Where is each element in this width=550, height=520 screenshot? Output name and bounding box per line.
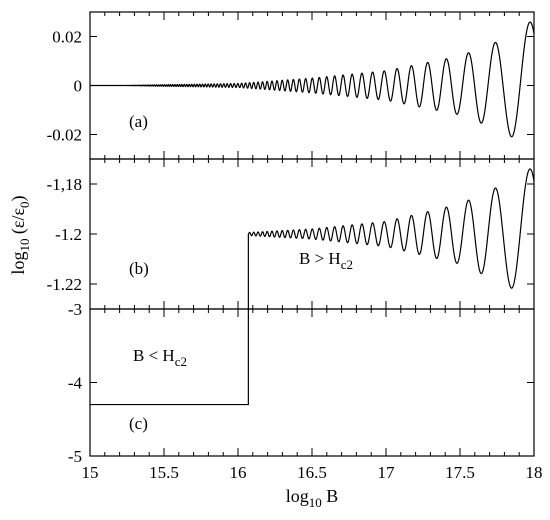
panel-c-frame xyxy=(89,308,535,457)
panel-b-ytick-label: -1.2 xyxy=(55,225,82,244)
panel-c-label: (c) xyxy=(129,414,148,433)
panel-b-line xyxy=(247,168,535,309)
panel-b: (b) B > Hc2 xyxy=(89,158,535,310)
panel-c-annotation: B < Hc2 xyxy=(133,346,187,369)
panel-c-ytick-label: -5 xyxy=(68,447,82,466)
panel-a-ytick-label: 0 xyxy=(74,77,83,96)
panel-a: (a) xyxy=(89,11,535,160)
panel-b-ytick-label: -1.22 xyxy=(47,275,82,294)
panel-b-ytick-label: -1,18 xyxy=(47,175,82,194)
panel-b-label: (b) xyxy=(129,259,149,278)
x-tick-label: 15 xyxy=(82,463,99,482)
x-axis-title: log10 B xyxy=(286,486,339,510)
panel-b-frame xyxy=(89,158,535,310)
x-tick-label: 17 xyxy=(378,463,396,482)
y-axis-title: log10 (ε/ε0) xyxy=(8,195,32,274)
panel-b-annotation: B > Hc2 xyxy=(299,249,353,272)
x-tick-label: 17.5 xyxy=(445,463,475,482)
panel-a-line xyxy=(90,21,535,138)
x-tick-label: 16 xyxy=(230,463,247,482)
panel-a-label: (a) xyxy=(129,112,148,131)
ticks-layer: 0.02 0 -0.02 -1,18 -1.2 -1.22 -3 -4 -515 15.5 16 16… xyxy=(47,12,543,482)
panel-c: (c) B < Hc2 xyxy=(89,308,535,457)
panel-c-line xyxy=(90,309,249,406)
panel-a-ytick-label: -0.02 xyxy=(47,126,82,145)
panel-a-ytick-label: 0.02 xyxy=(52,28,82,47)
x-tick-label: 15.5 xyxy=(149,463,179,482)
panel-c-ytick-label: -4 xyxy=(68,374,83,393)
x-tick-label: 18 xyxy=(526,463,543,482)
panel-c-ytick-label: -3 xyxy=(68,300,82,319)
x-tick-label: 16.5 xyxy=(297,463,327,482)
